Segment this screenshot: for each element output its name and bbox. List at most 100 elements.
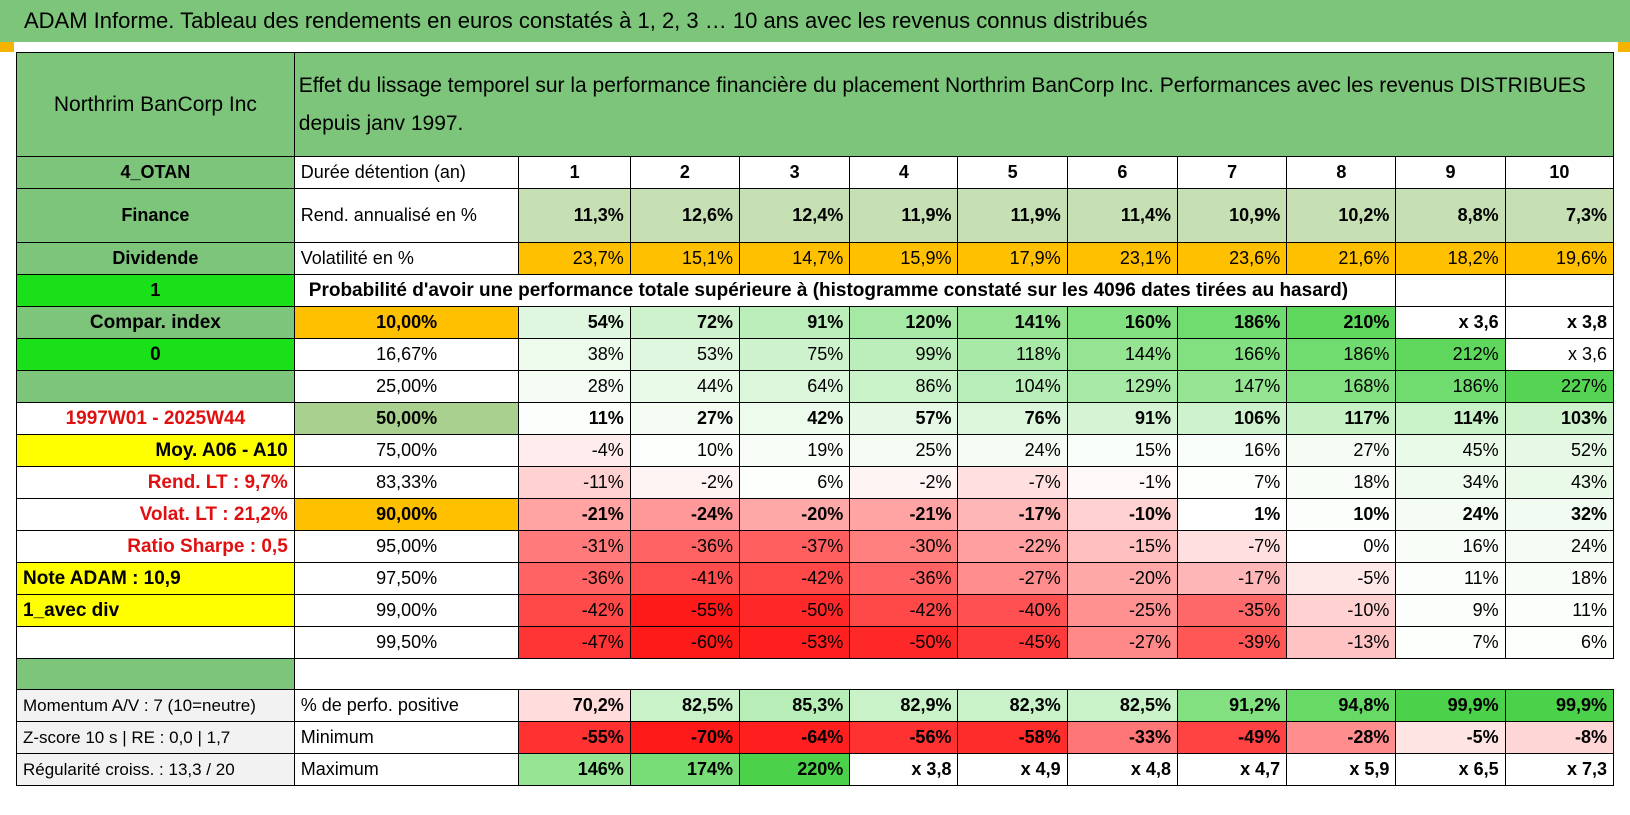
probability-value: 53% — [629, 338, 741, 371]
probability-value: 7% — [1176, 466, 1288, 499]
minimum-value: -33% — [1066, 721, 1178, 754]
threshold-percent: 83,33% — [293, 466, 520, 499]
probability-value: 11% — [1395, 562, 1506, 595]
maximum-value: x 6,5 — [1395, 753, 1506, 786]
probability-value: 118% — [957, 338, 1068, 371]
probability-value: 86% — [849, 370, 959, 403]
maximum-value: 220% — [739, 753, 851, 786]
threshold-percent: 50,00% — [293, 402, 520, 435]
minimum-value: -70% — [629, 721, 741, 754]
threshold-percent: 75,00% — [293, 434, 520, 467]
probability-value: 45% — [1395, 434, 1506, 467]
probability-value: -42% — [518, 594, 631, 627]
year-header: 10 — [1504, 156, 1615, 189]
probability-value: 24% — [1504, 530, 1615, 563]
probability-value: 186% — [1286, 338, 1397, 371]
probability-row: 1_avec div 99,00% -42% -55% -50% -42% -40% -25%… — [16, 594, 1615, 627]
probability-value: 210% — [1286, 306, 1397, 339]
threshold-percent: 25,00% — [293, 370, 520, 403]
probability-value: -7% — [1176, 530, 1288, 563]
probability-value: -25% — [1066, 594, 1178, 627]
probability-row: Volat. LT : 21,2% 90,00% -21% -24% -20% -21% -… — [16, 498, 1615, 531]
long-term-volatility: Volat. LT : 21,2% — [16, 498, 295, 531]
empty-cell — [16, 626, 295, 659]
maximum-value: x 3,8 — [849, 753, 959, 786]
probability-value: 129% — [1066, 370, 1178, 403]
distribution-type: Dividende — [16, 242, 295, 275]
year-header: 8 — [1286, 156, 1397, 189]
sharpe-ratio: Ratio Sharpe : 0,5 — [16, 530, 295, 563]
probability-value: x 3,8 — [1504, 306, 1615, 339]
probability-value: -2% — [629, 466, 741, 499]
probability-row: Moy. A06 - A10 75,00% -4% 10% 19% 25% 24% 15% 16… — [16, 434, 1615, 467]
probability-value: -7% — [957, 466, 1068, 499]
positive-perf-label: % de perfo. positive — [293, 689, 520, 722]
probability-value: -24% — [629, 498, 741, 531]
annual-return-value: 11,9% — [957, 188, 1068, 243]
probability-value: 10% — [629, 434, 741, 467]
spacer-row — [16, 658, 1614, 690]
probability-value: 25% — [849, 434, 959, 467]
probability-value: 141% — [957, 306, 1068, 339]
maximum-value: 174% — [629, 753, 741, 786]
probability-row: Rend. LT : 9,7% 83,33% -11% -2% 6% -2% -7% -1% 7… — [16, 466, 1615, 499]
probability-value: -42% — [849, 594, 959, 627]
year-header: 1 — [518, 156, 631, 189]
positive-perf-value: 82,9% — [849, 689, 959, 722]
probability-value: -20% — [1066, 562, 1178, 595]
empty-green-cell — [16, 370, 295, 403]
probability-value: -55% — [629, 594, 741, 627]
probability-value: 186% — [1176, 306, 1288, 339]
probability-value: -5% — [1286, 562, 1397, 595]
probability-value: 28% — [518, 370, 631, 403]
probability-value: 10% — [1286, 498, 1397, 531]
probability-value: 0% — [1286, 530, 1397, 563]
spacer-blank — [293, 658, 1614, 690]
year-header: 5 — [957, 156, 1068, 189]
annual-return-value: 12,6% — [629, 188, 741, 243]
years-row: 4_OTAN Durée détention (an) 1 2 3 4 5 6 7 8 9 10 — [16, 156, 1615, 189]
probability-value: x 3,6 — [1395, 306, 1506, 339]
probability-value: -27% — [957, 562, 1068, 595]
probability-row: 0 16,67% 38% 53% 75% 99% 118% 144% 166% 186% 212% x… — [16, 338, 1615, 371]
probability-value: -60% — [629, 626, 741, 659]
minimum-value: -56% — [849, 721, 959, 754]
year-header: 7 — [1176, 156, 1288, 189]
probability-value: 99% — [849, 338, 959, 371]
probability-value: 18% — [1504, 562, 1615, 595]
probability-value: 76% — [957, 402, 1068, 435]
probability-value: 104% — [957, 370, 1068, 403]
annual-return-label: Rend. annualisé en % — [293, 188, 520, 243]
probability-value: 91% — [739, 306, 851, 339]
probability-value: -1% — [1066, 466, 1178, 499]
positive-perf-value: 91,2% — [1176, 689, 1288, 722]
probability-value: -36% — [518, 562, 631, 595]
probability-value: 16% — [1176, 434, 1288, 467]
annual-return-value: 10,2% — [1286, 188, 1397, 243]
probability-value: -21% — [849, 498, 959, 531]
probability-value: -50% — [739, 594, 851, 627]
returns-table: Northrim BanCorp Inc Effet du lissage te… — [16, 52, 1615, 786]
probability-value: 106% — [1176, 402, 1288, 435]
probability-value: 27% — [629, 402, 741, 435]
annual-return-value: 11,9% — [849, 188, 959, 243]
probability-value: 54% — [518, 306, 631, 339]
positive-perf-value: 82,5% — [1066, 689, 1178, 722]
volatility-value: 23,1% — [1066, 242, 1178, 275]
volatility-label: Volatilité en % — [293, 242, 520, 275]
probability-value: 24% — [1395, 498, 1506, 531]
year-header: 4 — [849, 156, 959, 189]
maximum-value: x 7,3 — [1504, 753, 1615, 786]
annual-return-row: Finance Rend. annualisé en % 11,3% 12,6% 12,… — [16, 188, 1615, 243]
sector-label: Finance — [16, 188, 295, 243]
volatility-value: 21,6% — [1286, 242, 1397, 275]
probability-value: x 3,6 — [1504, 338, 1615, 371]
volatility-value: 15,1% — [629, 242, 741, 275]
probability-value: 75% — [739, 338, 851, 371]
probability-value: 32% — [1504, 498, 1615, 531]
probability-value: 16% — [1395, 530, 1506, 563]
probability-value: -31% — [518, 530, 631, 563]
probability-value: 24% — [957, 434, 1068, 467]
average-label: Moy. A06 - A10 — [16, 434, 295, 467]
empty-cell — [1504, 274, 1615, 307]
